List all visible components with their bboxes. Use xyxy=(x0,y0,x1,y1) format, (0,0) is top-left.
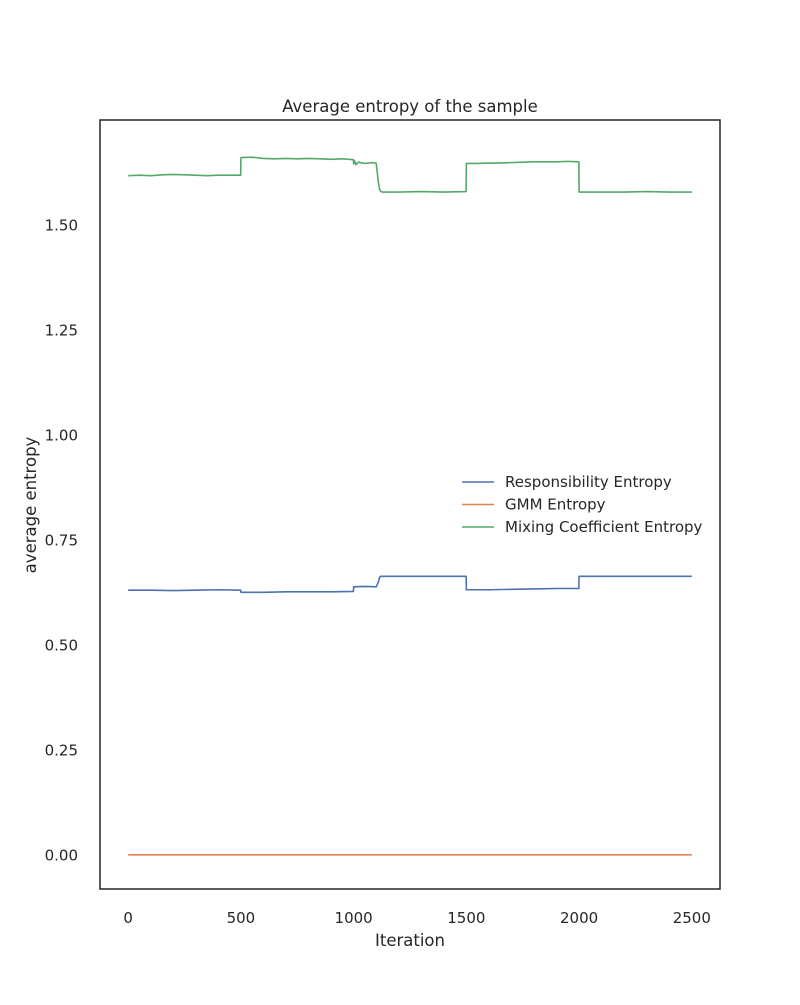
x-tick-label: 500 xyxy=(227,909,256,927)
y-tick-label: 1.00 xyxy=(45,426,78,444)
x-tick-label: 1000 xyxy=(335,909,373,927)
y-axis-ticks: 0.00 0.25 0.50 0.75 1.00 1.25 1.50 xyxy=(45,216,78,864)
legend-label-gmm-entropy: GMM Entropy xyxy=(505,496,606,514)
x-tick-label: 2500 xyxy=(673,909,711,927)
y-tick-label: 0.50 xyxy=(45,636,78,654)
legend-label-mixing-coefficient-entropy: Mixing Coefficient Entropy xyxy=(505,518,703,536)
x-axis-ticks: 0 500 1000 1500 2000 2500 xyxy=(123,909,711,927)
plot-frame xyxy=(99,119,721,890)
y-tick-label: 1.50 xyxy=(45,216,78,234)
y-tick-label: 0.00 xyxy=(45,846,78,864)
legend-label-responsibility-entropy: Responsibility Entropy xyxy=(505,473,672,491)
y-tick-label: 0.25 xyxy=(45,741,78,759)
y-tick-label: 0.75 xyxy=(45,531,78,549)
x-tick-label: 2000 xyxy=(560,909,598,927)
series-line-mixing-coefficient-entropy xyxy=(128,156,692,193)
x-tick-label: 1500 xyxy=(447,909,485,927)
x-axis-label: Iteration xyxy=(375,931,445,950)
plot-area xyxy=(128,156,692,856)
chart-title: Average entropy of the sample xyxy=(282,97,538,116)
legend: Responsibility Entropy GMM Entropy Mixing … xyxy=(462,473,703,536)
x-tick-label: 0 xyxy=(123,909,133,927)
y-axis-label: average entropy xyxy=(21,436,40,573)
y-tick-label: 1.25 xyxy=(45,321,78,339)
series-line-responsibility-entropy xyxy=(128,575,692,594)
